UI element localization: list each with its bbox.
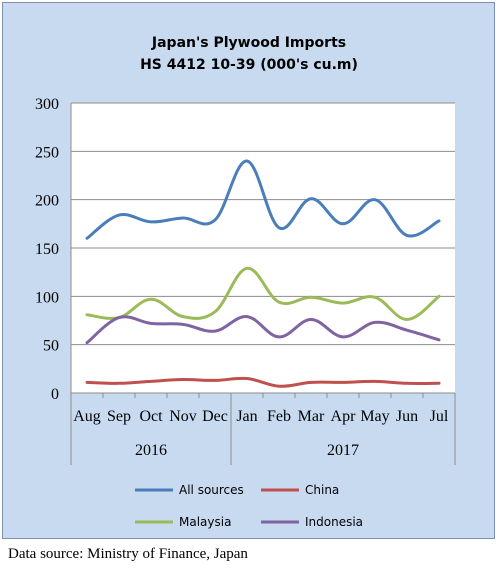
legend-label-china: China <box>305 483 339 497</box>
legend-label-malaysia: Malaysia <box>179 515 231 529</box>
legend-label-indonesia: Indonesia <box>305 515 363 529</box>
line-chart: Japan's Plywood Imports HS 4412 10-39 (0… <box>35 35 456 529</box>
y-tick-label: 200 <box>35 193 59 210</box>
y-tick-label: 300 <box>35 96 59 113</box>
group-label: 2016 <box>135 442 167 459</box>
chart-frame: Japan's Plywood Imports HS 4412 10-39 (0… <box>2 2 495 539</box>
x-tick-label: Nov <box>169 408 197 425</box>
y-tick-label: 250 <box>35 144 59 161</box>
x-tick-label: Dec <box>202 408 228 425</box>
y-tick-label: 50 <box>43 338 59 355</box>
x-tick-label: Jan <box>236 408 257 425</box>
x-tick-label: May <box>360 408 389 425</box>
y-tick-label: 100 <box>35 289 59 306</box>
series-line-china <box>85 376 441 388</box>
x-tick-label: Aug <box>73 408 101 425</box>
series-line-indonesia <box>85 315 441 345</box>
chart-title-line1: Japan's Plywood Imports <box>151 35 346 51</box>
series-line-all-sources <box>85 159 441 240</box>
series-line-malaysia <box>85 266 441 322</box>
group-label: 2017 <box>327 442 359 459</box>
chart-title-line2: HS 4412 10-39 (000's cu.m) <box>140 57 358 73</box>
x-tick-label: Mar <box>298 408 325 425</box>
x-tick-label: Jul <box>430 408 449 425</box>
x-tick-label: Feb <box>267 408 291 425</box>
x-tick-label: Sep <box>107 408 131 425</box>
x-tick-label: Jun <box>396 408 418 425</box>
data-source-note: Data source: Ministry of Finance, Japan <box>8 546 248 562</box>
x-tick-label: Apr <box>331 408 357 425</box>
legend-label-all-sources: All sources <box>179 483 244 497</box>
y-tick-label: 0 <box>51 386 59 403</box>
y-tick-label: 150 <box>35 241 59 258</box>
x-tick-label: Oct <box>139 408 163 425</box>
